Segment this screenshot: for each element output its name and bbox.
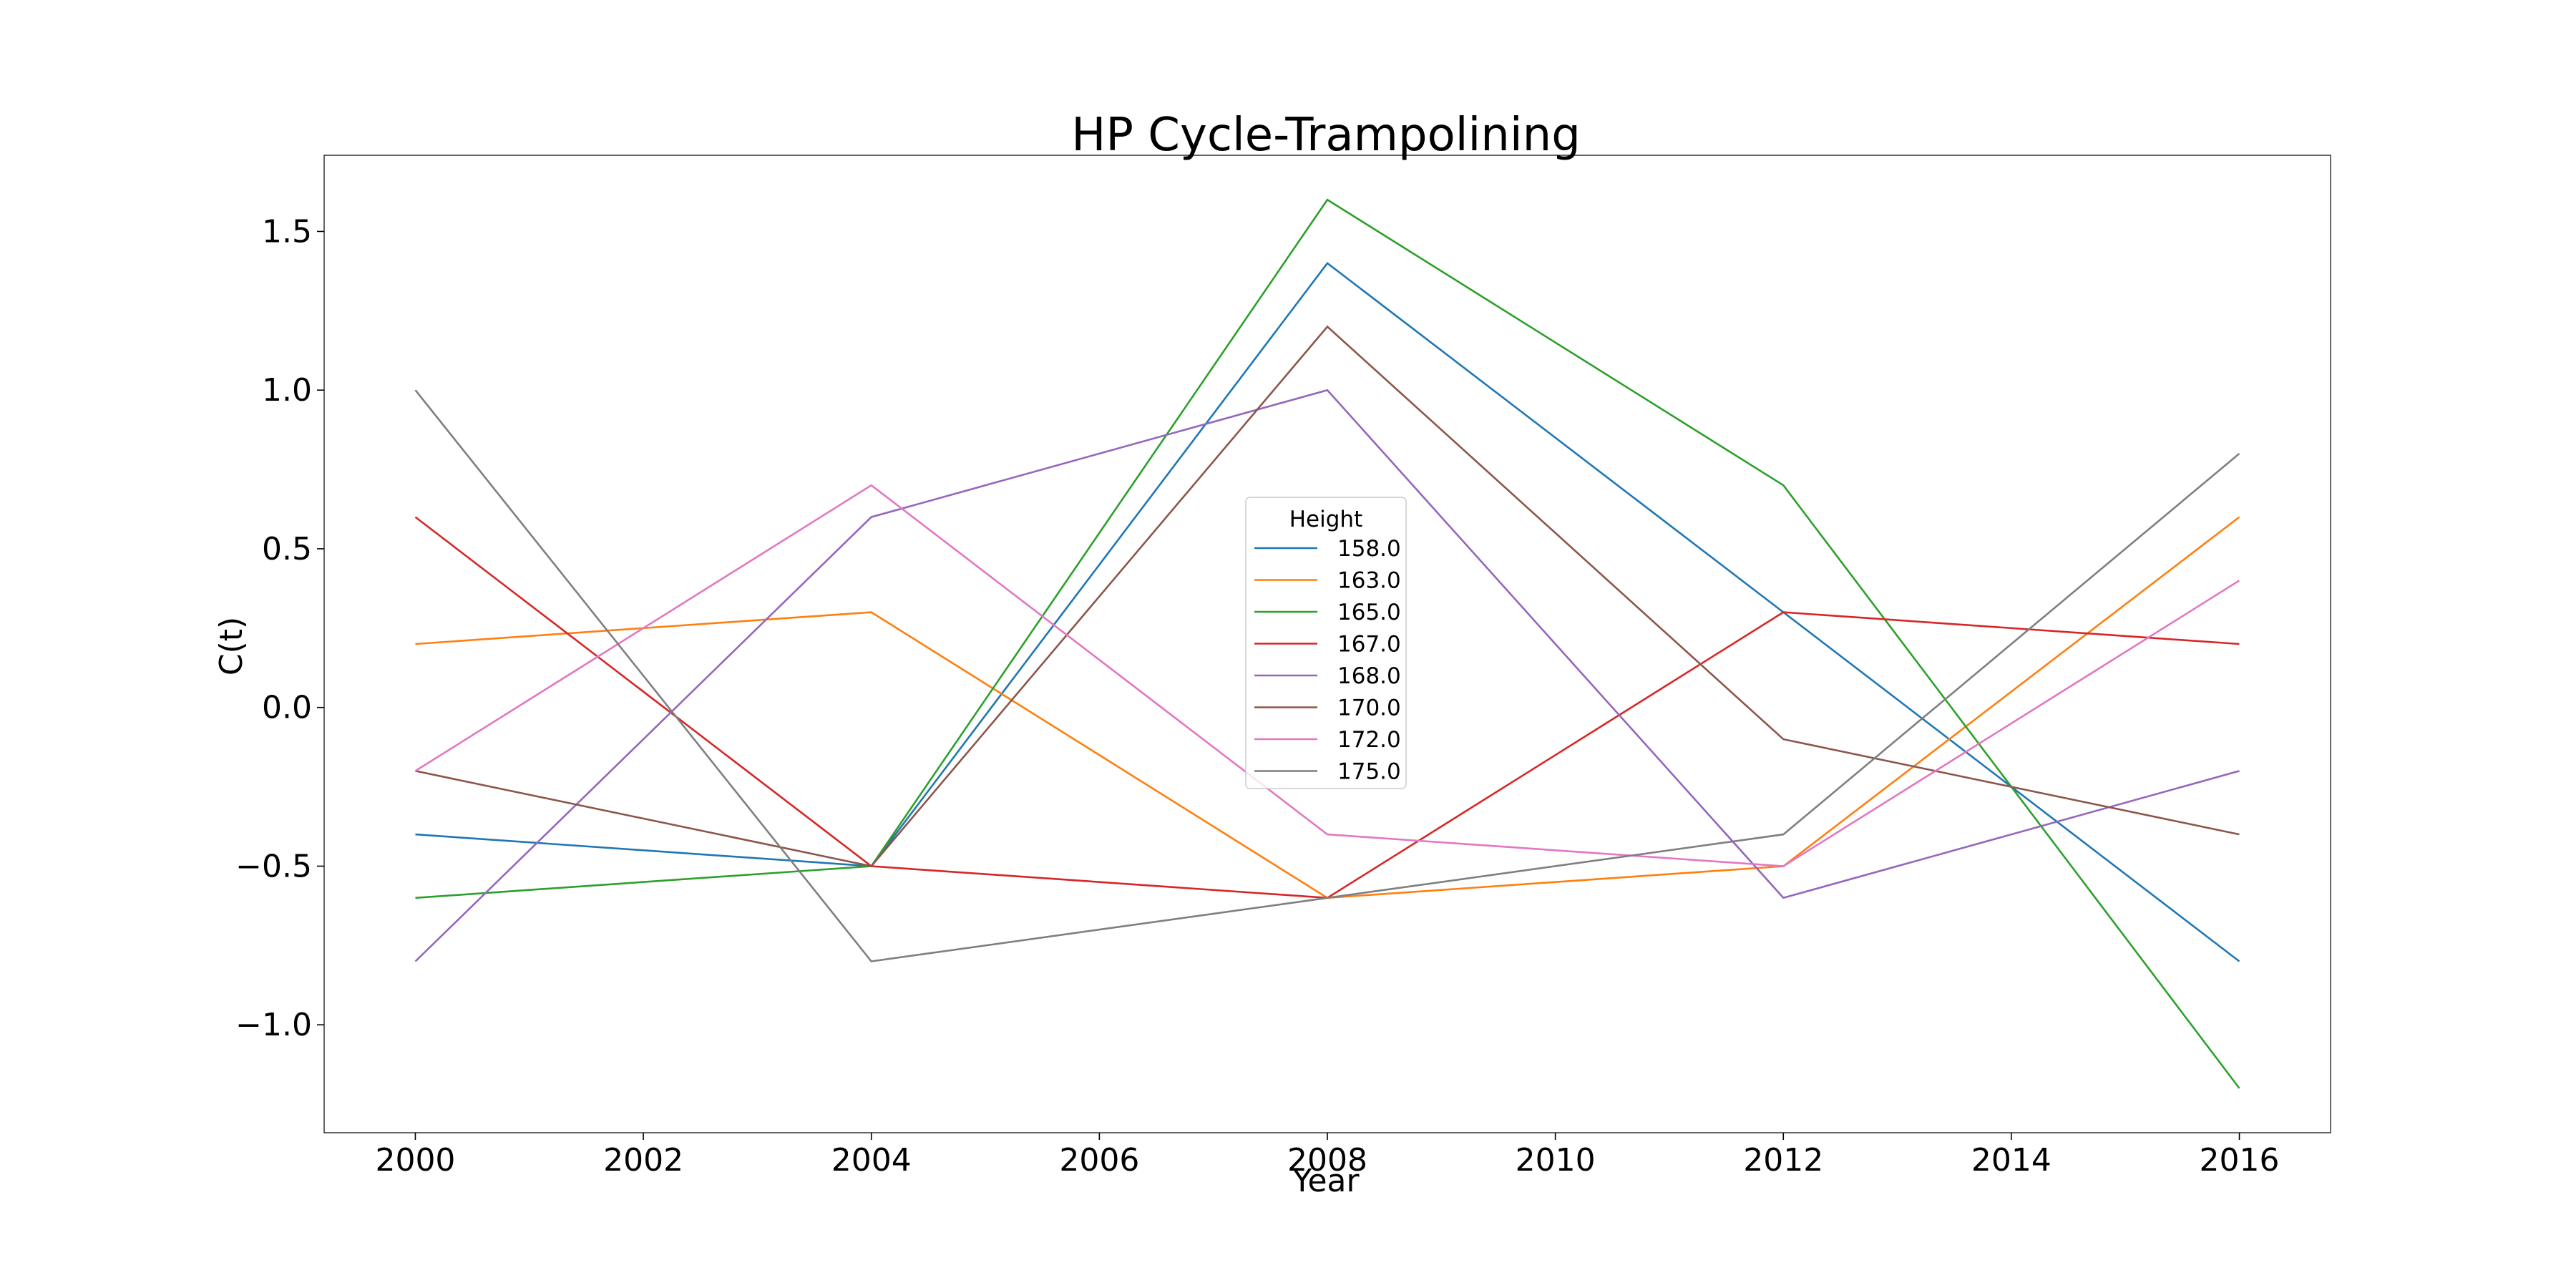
chart-title: HP Cycle-Trampolining bbox=[1071, 109, 1581, 162]
legend-label: 168.0 bbox=[1337, 663, 1401, 689]
legend-item: 168.0 bbox=[1254, 663, 1401, 689]
legend-item: 170.0 bbox=[1254, 696, 1401, 721]
series-line-172.0 bbox=[414, 484, 2240, 867]
x-tick-label: 2000 bbox=[375, 1142, 455, 1179]
x-tick-label: 2004 bbox=[831, 1142, 912, 1179]
x-tick-label: 2012 bbox=[1743, 1142, 1823, 1179]
legend-box bbox=[1245, 497, 1407, 789]
legend-item: 165.0 bbox=[1254, 600, 1401, 625]
legend-item: 163.0 bbox=[1254, 568, 1401, 594]
x-axis-title: Year bbox=[1292, 1163, 1360, 1199]
legend-item: 175.0 bbox=[1254, 759, 1401, 785]
legend-item: 167.0 bbox=[1254, 632, 1401, 658]
y-axis-title: C(t) bbox=[213, 617, 250, 675]
y-tick-label: −0.5 bbox=[235, 848, 312, 884]
x-tick-label: 2014 bbox=[1971, 1142, 2051, 1179]
series-line-175.0 bbox=[414, 389, 2240, 962]
series-line-158.0 bbox=[415, 261, 2240, 962]
axes: 2000 2002 2004 2006 2008 2010 2012 2014 2016 −1.0… bbox=[235, 155, 2331, 1179]
legend-label: 165.0 bbox=[1337, 600, 1401, 625]
x-tick-label: 2008 bbox=[1287, 1142, 1367, 1179]
legend-label: 163.0 bbox=[1337, 568, 1401, 594]
series-line-165.0 bbox=[415, 198, 2240, 1089]
y-tick-label: −1.0 bbox=[235, 1007, 312, 1043]
y-tick-label: 1.0 bbox=[262, 372, 312, 409]
x-tick-label: 2010 bbox=[1516, 1142, 1596, 1179]
x-tick-label: 2006 bbox=[1059, 1142, 1139, 1179]
y-tick-label: 0.0 bbox=[262, 690, 312, 726]
legend-label: 175.0 bbox=[1337, 759, 1401, 785]
legend-label: 167.0 bbox=[1337, 632, 1401, 658]
legend-item: 172.0 bbox=[1254, 727, 1401, 753]
x-tick-label: 2016 bbox=[2200, 1142, 2280, 1179]
legend-label: 158.0 bbox=[1337, 536, 1401, 562]
legend-title: Height bbox=[1289, 507, 1362, 532]
series-line-168.0 bbox=[414, 389, 2240, 962]
legend-label: 170.0 bbox=[1337, 696, 1401, 721]
legend-label: 172.0 bbox=[1337, 727, 1401, 753]
plot-area bbox=[414, 198, 2240, 1089]
legend-item: 158.0 bbox=[1254, 536, 1401, 562]
legend: Height 158.0 163.0 165.0 167.0 168.0 170.0 172.… bbox=[1245, 497, 1407, 789]
x-tick-label: 2002 bbox=[603, 1142, 683, 1179]
y-tick-label: 0.5 bbox=[262, 531, 312, 567]
y-tick-label: 1.5 bbox=[262, 213, 312, 250]
